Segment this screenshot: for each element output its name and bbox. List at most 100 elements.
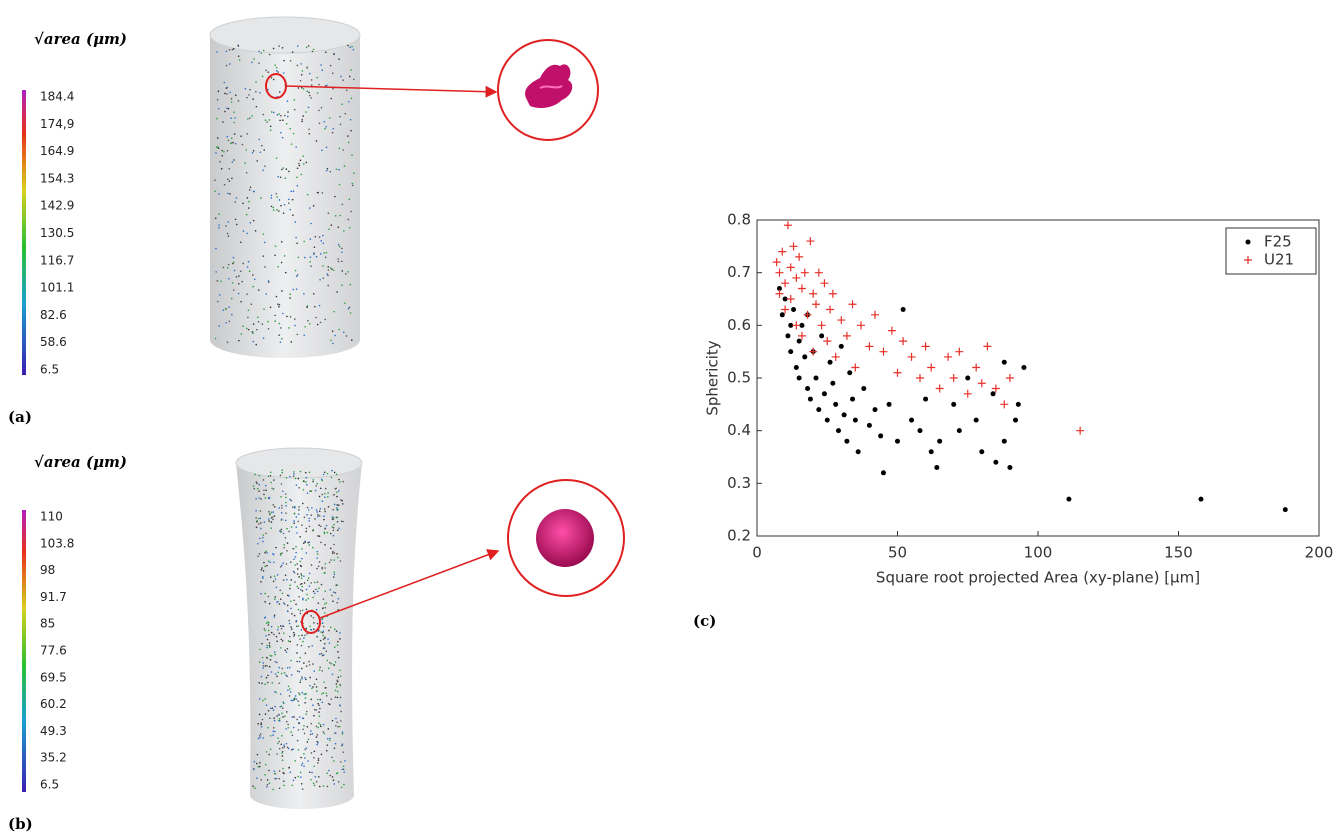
speckle bbox=[330, 97, 333, 100]
speckle bbox=[333, 646, 336, 648]
speckle bbox=[318, 109, 320, 112]
speckle bbox=[264, 592, 266, 595]
speckle bbox=[293, 522, 295, 524]
speckle bbox=[231, 161, 234, 163]
speckle bbox=[232, 141, 234, 144]
speckle bbox=[318, 236, 321, 238]
speckle bbox=[258, 490, 260, 492]
speckle bbox=[266, 783, 269, 786]
y-tick-label: 0.7 bbox=[727, 263, 751, 281]
speckle bbox=[310, 582, 312, 584]
colorbar-label: 49.3 bbox=[40, 724, 67, 738]
speckle bbox=[303, 240, 305, 243]
speckle bbox=[337, 504, 340, 507]
speckle bbox=[262, 667, 264, 669]
speckle bbox=[311, 645, 313, 647]
speckle bbox=[283, 603, 286, 605]
colorbar-label: 142.9 bbox=[40, 199, 74, 213]
speckle bbox=[322, 265, 324, 267]
speckle bbox=[296, 176, 298, 179]
speckle bbox=[261, 75, 264, 78]
point bbox=[796, 375, 802, 381]
point bbox=[786, 295, 795, 303]
point bbox=[935, 384, 944, 393]
speckle bbox=[349, 46, 351, 49]
speckle bbox=[252, 149, 255, 152]
speckle bbox=[331, 673, 334, 676]
speckle bbox=[218, 325, 221, 327]
speckle bbox=[281, 667, 284, 670]
speckle bbox=[266, 121, 268, 123]
speckle bbox=[247, 328, 250, 331]
speckle bbox=[298, 670, 301, 673]
speckle bbox=[314, 235, 317, 238]
speckle bbox=[289, 316, 292, 318]
speckle bbox=[234, 94, 237, 97]
speckle bbox=[302, 155, 305, 157]
speckle bbox=[335, 487, 337, 490]
speckle bbox=[329, 267, 332, 269]
speckle bbox=[291, 734, 294, 737]
speckle bbox=[281, 759, 284, 761]
speckle bbox=[280, 647, 282, 649]
speckle bbox=[304, 256, 306, 259]
speckle bbox=[341, 733, 344, 735]
speckle bbox=[260, 723, 262, 726]
speckle bbox=[285, 674, 287, 676]
speckle bbox=[253, 487, 256, 490]
speckle bbox=[334, 592, 337, 594]
speckle bbox=[343, 229, 345, 232]
point bbox=[837, 316, 846, 325]
speckle bbox=[282, 716, 284, 718]
panel-label: (b) bbox=[8, 815, 33, 832]
speckle bbox=[318, 304, 321, 307]
speckle bbox=[296, 532, 298, 534]
speckle bbox=[268, 642, 271, 644]
speckle bbox=[322, 234, 324, 237]
speckle bbox=[305, 599, 307, 601]
speckle bbox=[301, 557, 303, 560]
speckle bbox=[347, 307, 350, 310]
speckle bbox=[308, 660, 310, 663]
speckle bbox=[291, 699, 294, 702]
speckle bbox=[288, 327, 290, 329]
speckle bbox=[264, 683, 266, 686]
speckle bbox=[280, 483, 283, 485]
speckle bbox=[298, 693, 301, 696]
point bbox=[917, 428, 923, 434]
speckle bbox=[332, 518, 335, 521]
speckle bbox=[316, 482, 319, 485]
speckle bbox=[278, 770, 281, 772]
speckle bbox=[287, 723, 289, 726]
speckle bbox=[269, 129, 272, 131]
point bbox=[806, 237, 815, 246]
speckle bbox=[324, 562, 327, 565]
speckle bbox=[282, 562, 284, 564]
speckle bbox=[300, 782, 303, 785]
speckle bbox=[273, 719, 276, 722]
speckle bbox=[305, 527, 308, 530]
speckle bbox=[321, 567, 323, 570]
speckle bbox=[260, 779, 263, 781]
speckle bbox=[287, 747, 290, 750]
speckle bbox=[288, 767, 290, 769]
speckle bbox=[291, 51, 294, 54]
speckle bbox=[265, 751, 268, 753]
speckle bbox=[330, 662, 333, 665]
speckle bbox=[290, 526, 293, 528]
speckle bbox=[309, 684, 311, 687]
speckle bbox=[321, 566, 323, 569]
speckle bbox=[290, 628, 293, 630]
speckle bbox=[336, 679, 338, 682]
speckle bbox=[276, 196, 278, 198]
speckle bbox=[286, 711, 288, 713]
speckle bbox=[282, 701, 285, 703]
speckle bbox=[342, 331, 345, 334]
speckle bbox=[317, 514, 319, 516]
speckle bbox=[308, 541, 311, 543]
speckle bbox=[302, 717, 305, 720]
colorbar-label: 60.2 bbox=[40, 697, 67, 711]
speckle bbox=[262, 49, 265, 52]
speckle bbox=[259, 517, 262, 520]
speckle bbox=[303, 334, 306, 337]
